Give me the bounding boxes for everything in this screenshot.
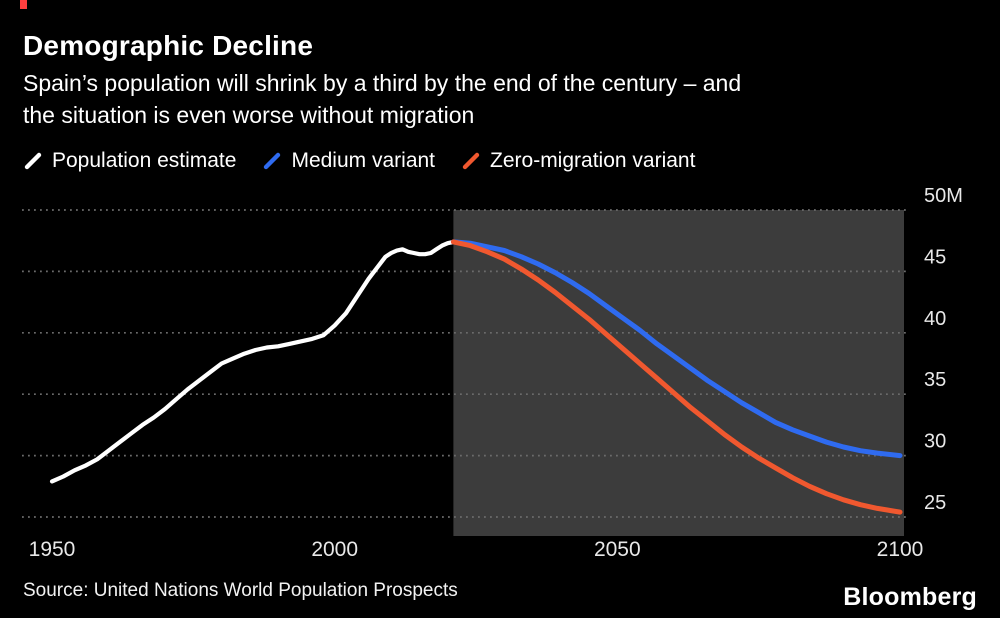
y-tick-label: 45	[924, 246, 946, 268]
y-tick-label: 50M	[924, 185, 963, 207]
legend: Population estimate Medium variant Zero-…	[23, 149, 695, 173]
chart-svg: 25 30 35 40 45 50M 1950 2000 2050 2100	[22, 185, 963, 561]
legend-label: Medium variant	[291, 149, 436, 172]
series-line-zero-migration-variant	[450, 239, 903, 515]
series-line-population-estimate	[49, 239, 456, 484]
y-tick-label: 30	[924, 431, 946, 453]
legend-item-population-estimate: Population estimate	[23, 149, 236, 173]
top-accent-bar	[20, 0, 27, 9]
projection-region	[453, 210, 904, 536]
x-tick-label: 1950	[29, 538, 76, 561]
legend-label: Zero-migration variant	[490, 149, 696, 172]
subtitle-line-1: Spain’s population will shrink by a thir…	[23, 70, 742, 96]
subtitle-line-2: the situation is even worse without migr…	[23, 102, 475, 128]
x-tick-label: 2050	[594, 538, 641, 561]
legend-label: Population estimate	[52, 149, 237, 172]
bloomberg-logo: Bloomberg	[843, 583, 977, 611]
source-text: Source: United Nations World Population …	[23, 580, 458, 601]
series-line-medium-variant	[450, 239, 903, 459]
legend-item-medium-variant: Medium variant	[262, 149, 435, 173]
y-tick-label: 35	[924, 369, 946, 391]
legend-item-zero-migration-variant: Zero-migration variant	[461, 149, 695, 173]
line-swatch-icon	[264, 152, 281, 170]
line-swatch-icon	[462, 152, 480, 170]
page-title: Demographic Decline	[23, 30, 314, 61]
y-tick-label: 40	[924, 308, 946, 330]
x-tick-label: 2100	[877, 538, 924, 561]
line-swatch-icon	[24, 152, 42, 170]
x-tick-label: 2000	[311, 538, 358, 561]
chart-subtitle: Spain’s population will shrink by a thir…	[23, 67, 741, 131]
y-tick-label: 25	[924, 492, 946, 514]
